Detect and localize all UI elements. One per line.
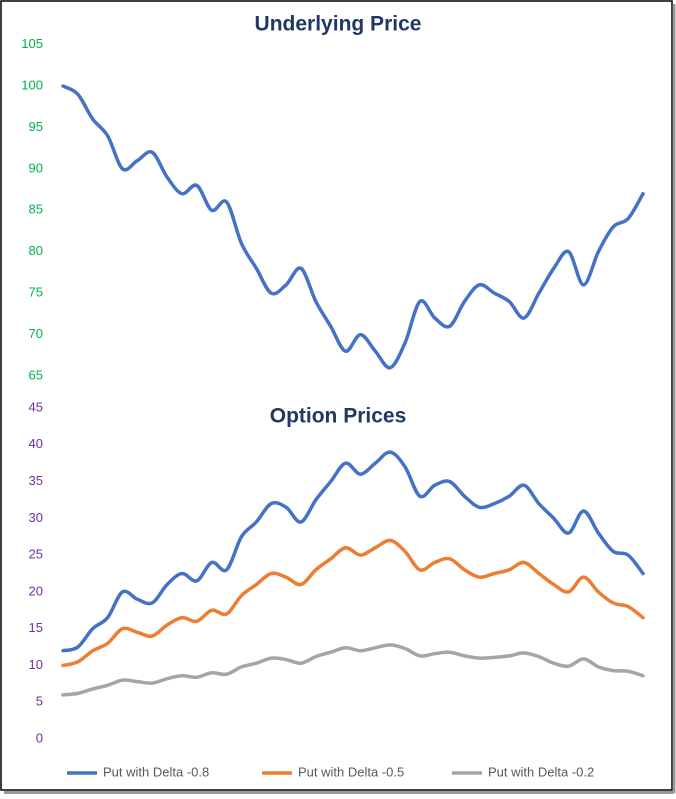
series-line bbox=[61, 450, 645, 653]
y-tick-label: 20 bbox=[29, 583, 43, 598]
y-tick-label: 90 bbox=[29, 160, 43, 175]
y-tick-label: 5 bbox=[36, 694, 43, 709]
series-line bbox=[61, 643, 645, 697]
y-tick-label: 40 bbox=[29, 436, 43, 451]
y-tick-label: 95 bbox=[29, 119, 43, 134]
legend-label: Put with Delta -0.2 bbox=[488, 764, 594, 779]
y-tick-label: 70 bbox=[29, 326, 43, 341]
legend-label: Put with Delta -0.8 bbox=[103, 764, 209, 779]
y-tick-label: 35 bbox=[29, 473, 43, 488]
y-tick-label: 0 bbox=[36, 730, 43, 745]
chart-title: Option Prices bbox=[270, 405, 407, 428]
series-line bbox=[61, 84, 645, 370]
chart-title: Underlying Price bbox=[255, 13, 422, 36]
y-tick-label: 25 bbox=[29, 547, 43, 562]
y-tick-label: 45 bbox=[29, 399, 43, 414]
y-tick-label: 85 bbox=[29, 202, 43, 217]
y-tick-label: 10 bbox=[29, 657, 43, 672]
y-tick-label: 75 bbox=[29, 285, 43, 300]
y-tick-label: 80 bbox=[29, 243, 43, 258]
y-tick-label: 30 bbox=[29, 510, 43, 525]
series-line bbox=[61, 538, 645, 668]
legend-label: Put with Delta -0.5 bbox=[298, 764, 404, 779]
y-tick-label: 105 bbox=[21, 36, 43, 51]
y-tick-label: 15 bbox=[29, 620, 43, 635]
y-tick-label: 100 bbox=[21, 77, 43, 92]
y-tick-label: 65 bbox=[29, 367, 43, 382]
